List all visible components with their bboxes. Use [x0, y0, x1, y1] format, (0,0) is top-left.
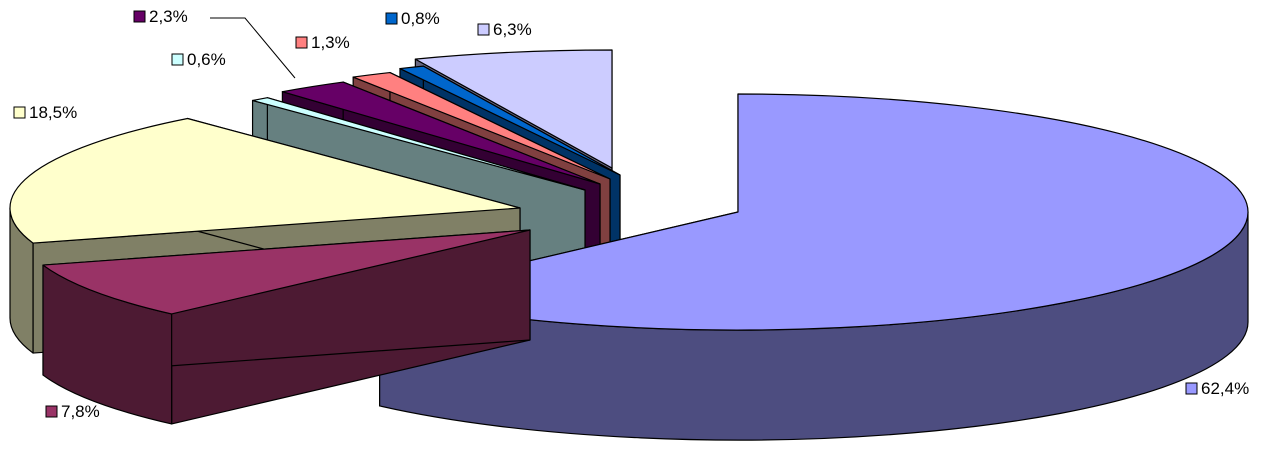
leader-line: [210, 17, 296, 79]
data-label-text: 1,3%: [311, 33, 350, 52]
data-label-text: 0,6%: [187, 50, 226, 69]
data-label-text: 7,8%: [61, 402, 100, 421]
data-label: 62,4%: [1185, 379, 1249, 398]
data-label-text: 18,5%: [29, 103, 77, 122]
leader-lines: [210, 17, 296, 79]
data-label-text: 62,4%: [1201, 379, 1249, 398]
legend-key: [295, 36, 308, 49]
data-label: 7,8%: [45, 402, 100, 421]
data-label: 0,6%: [171, 50, 226, 69]
data-label: 0,8%: [385, 9, 440, 28]
data-label: 18,5%: [13, 103, 77, 122]
pie-slice: [379, 93, 1249, 441]
pie-slices: [9, 49, 1249, 441]
legend-key: [133, 10, 146, 23]
data-label: 2,3%: [133, 7, 188, 26]
legend-key: [1185, 382, 1198, 395]
data-label-text: 6,3%: [493, 20, 532, 39]
legend-key: [45, 405, 58, 418]
legend-key: [171, 53, 184, 66]
legend-key: [13, 106, 26, 119]
data-label-text: 2,3%: [149, 7, 188, 26]
data-labels: 62,4% 7,8% 18,5% 0,6% 2,3% 1,3% 0,8% 6,3%: [13, 7, 1249, 421]
legend-key: [477, 23, 490, 36]
legend-key: [385, 12, 398, 25]
data-label: 1,3%: [295, 33, 350, 52]
data-label-text: 0,8%: [401, 9, 440, 28]
pie-slice: [42, 229, 531, 425]
data-label: 6,3%: [477, 20, 532, 39]
